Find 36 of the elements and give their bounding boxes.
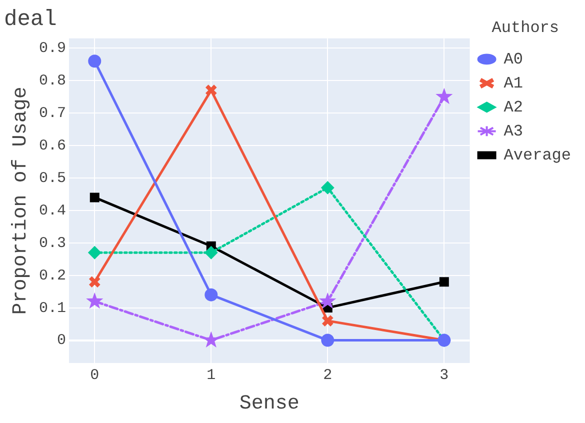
x-tick-label: 0 bbox=[90, 366, 100, 384]
legend-label: Average bbox=[504, 146, 572, 164]
point bbox=[86, 292, 104, 309]
y-tick-label: 0.9 bbox=[38, 40, 66, 58]
legend-label: A2 bbox=[504, 98, 523, 116]
legend-label: A1 bbox=[504, 74, 523, 92]
y-tick-label: 0.8 bbox=[38, 72, 66, 90]
y-tick-label: 0.7 bbox=[38, 105, 66, 122]
y-tick-label: 0 bbox=[56, 332, 66, 350]
point bbox=[319, 292, 336, 309]
point bbox=[90, 192, 100, 202]
point bbox=[88, 54, 102, 68]
point bbox=[436, 88, 453, 104]
x-tick-label: 3 bbox=[440, 366, 449, 384]
x-axis-title: Sense bbox=[239, 392, 300, 416]
y-tick-label: 0.3 bbox=[38, 234, 66, 252]
x-tick-label: 2 bbox=[323, 366, 332, 384]
point bbox=[439, 277, 449, 287]
y-tick-label: 0.6 bbox=[38, 137, 66, 154]
point bbox=[321, 181, 334, 194]
y-axis-title: Proportion of Usage bbox=[9, 86, 32, 315]
y-tick-label: 0.1 bbox=[38, 300, 66, 317]
y-tick-label: 0.5 bbox=[38, 170, 66, 187]
y-tick-label: 0.4 bbox=[38, 202, 66, 220]
point bbox=[88, 276, 101, 288]
point bbox=[88, 246, 102, 260]
chart-title: deal bbox=[4, 7, 57, 32]
point bbox=[321, 334, 334, 347]
legend-title: Authors bbox=[492, 19, 560, 38]
point bbox=[321, 314, 334, 328]
point bbox=[204, 288, 218, 302]
y-tick-label: 0.2 bbox=[38, 267, 66, 284]
legend-label: A0 bbox=[504, 50, 523, 68]
point bbox=[204, 246, 218, 260]
legend-label: A3 bbox=[504, 122, 523, 140]
x-tick-label: 1 bbox=[206, 366, 216, 384]
